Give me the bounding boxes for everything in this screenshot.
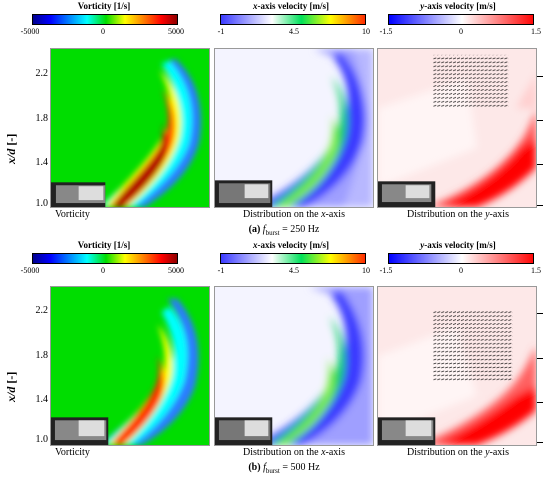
colorbar-tick: -1 xyxy=(217,266,225,275)
y-tick-label: 2.2 xyxy=(35,305,49,316)
right-tick xyxy=(537,402,543,403)
y-axis-label-rest: [-] xyxy=(4,133,18,149)
y-tick-label: 1.4 xyxy=(35,157,49,168)
y-tick-label: 1.0 xyxy=(35,198,49,209)
colorbar-tick: -1.5 xyxy=(379,266,393,275)
caption-rest: = 500 Hz xyxy=(279,462,320,473)
y-tick-label: 1.4 xyxy=(35,394,49,405)
panel-title-italic: y xyxy=(485,447,490,458)
panel-title-prefix: Distribution on the xyxy=(407,447,486,458)
caption-tag: (a) xyxy=(248,224,261,235)
panel-title-vorticity-b: Vorticity xyxy=(55,447,90,458)
right-tick xyxy=(537,313,543,314)
colorbar-yvel-b xyxy=(388,253,534,264)
colorbar-title-italic: y xyxy=(420,240,425,250)
colorbar-tick: -1.5 xyxy=(379,27,393,36)
y-axis-label-rest: [-] xyxy=(4,371,18,387)
colorbar-tick: -5000 xyxy=(20,266,40,275)
colorbar-title-italic: y xyxy=(420,1,425,11)
panel-title-italic: x xyxy=(321,447,326,458)
colorbar-tick: 10 xyxy=(362,27,370,36)
panel-title-yaxis-a: Distribution on the y-axis xyxy=(373,209,543,220)
caption-tag: (b) xyxy=(248,462,261,473)
heatmap-yvel-a xyxy=(377,48,537,208)
colorbar-tick: 4.5 xyxy=(289,266,299,275)
heatmap-yvel-b xyxy=(377,286,537,446)
caption-b: (b) fburst = 500 Hz xyxy=(134,462,434,475)
panel-title-prefix: Distribution on the xyxy=(243,447,322,458)
caption-a: (a) fburst = 250 Hz xyxy=(134,224,434,237)
panel-title-xaxis-a: Distribution on the x-axis xyxy=(209,209,379,220)
right-tick xyxy=(537,358,543,359)
colorbar-tick: 0 xyxy=(459,266,463,275)
colorbar-tick: 0 xyxy=(101,266,105,275)
panel-title-prefix: Distribution on the xyxy=(243,209,322,220)
panel-title-suffix: -axis xyxy=(489,209,509,220)
caption-f: f xyxy=(263,462,266,473)
colorbar-xvel-b xyxy=(220,253,366,264)
colorbar-title-rest: -axis velocity [m/s] xyxy=(257,240,329,250)
colorbar-tick: -5000 xyxy=(20,27,40,36)
panel-title-suffix: -axis xyxy=(489,447,509,458)
colorbar-title-rest: -axis velocity [m/s] xyxy=(424,240,496,250)
colorbar-tick: 0 xyxy=(101,27,105,36)
colorbar-xvel-a xyxy=(220,14,366,25)
right-tick xyxy=(537,164,543,165)
y-tick-label: 1.8 xyxy=(35,350,49,361)
colorbar-yvel-a xyxy=(388,14,534,25)
panel-title-vorticity-a: Vorticity xyxy=(55,209,90,220)
caption-sub: burst xyxy=(265,467,280,475)
colorbar-tick: 1.5 xyxy=(531,266,541,275)
caption-sub: burst xyxy=(265,229,280,237)
right-tick xyxy=(537,442,543,443)
caption-f: f xyxy=(262,224,266,235)
heatmap-xvel-a xyxy=(214,48,374,208)
panel-title-suffix: -axis xyxy=(325,447,345,458)
panel-title-italic: x xyxy=(321,209,326,220)
colorbar-tick: 5000 xyxy=(168,266,184,275)
colorbar-title-vorticity-b: Vorticity [1/s] xyxy=(77,240,131,250)
colorbar-title-yvel-b: y-axis velocity [m/s] xyxy=(383,240,533,250)
panel-title-xaxis-b: Distribution on the x-axis xyxy=(209,447,379,458)
right-tick xyxy=(537,120,543,121)
right-tick xyxy=(537,205,543,206)
caption-rest: = 250 Hz xyxy=(279,224,320,235)
y-tick-label: 1.0 xyxy=(35,434,49,445)
colorbar-title-xvel-a: x-axis velocity [m/s] xyxy=(216,1,366,11)
right-tick xyxy=(537,76,543,77)
colorbar-title-vorticity-a: Vorticity [1/s] xyxy=(77,1,131,11)
colorbar-vorticity-a xyxy=(32,14,178,25)
panel-title-prefix: Distribution on the xyxy=(407,209,486,220)
colorbar-title-rest: -axis velocity [m/s] xyxy=(424,1,496,11)
colorbar-tick: -1 xyxy=(217,27,225,36)
colorbar-title-rest: -axis velocity [m/s] xyxy=(257,1,329,11)
colorbar-vorticity-b xyxy=(32,253,178,264)
panel-title-suffix: -axis xyxy=(325,209,345,220)
heatmap-xvel-b xyxy=(214,286,374,446)
colorbar-title-yvel-a: y-axis velocity [m/s] xyxy=(383,1,533,11)
colorbar-title-xvel-b: x-axis velocity [m/s] xyxy=(216,240,366,250)
colorbar-title-italic: x xyxy=(253,240,258,250)
heatmap-vorticity-a xyxy=(50,48,210,208)
colorbar-tick: 4.5 xyxy=(289,27,299,36)
heatmap-vorticity-b xyxy=(50,286,210,446)
colorbar-tick: 5000 xyxy=(168,27,184,36)
colorbar-title-italic: x xyxy=(253,1,258,11)
y-tick-label: 1.8 xyxy=(35,113,49,124)
y-tick-label: 2.2 xyxy=(35,68,49,79)
colorbar-tick: 1.5 xyxy=(531,27,541,36)
panel-title-yaxis-b: Distribution on the y-axis xyxy=(373,447,543,458)
panel-title-italic: y xyxy=(485,209,490,220)
colorbar-tick: 10 xyxy=(362,266,370,275)
colorbar-tick: 0 xyxy=(459,27,463,36)
